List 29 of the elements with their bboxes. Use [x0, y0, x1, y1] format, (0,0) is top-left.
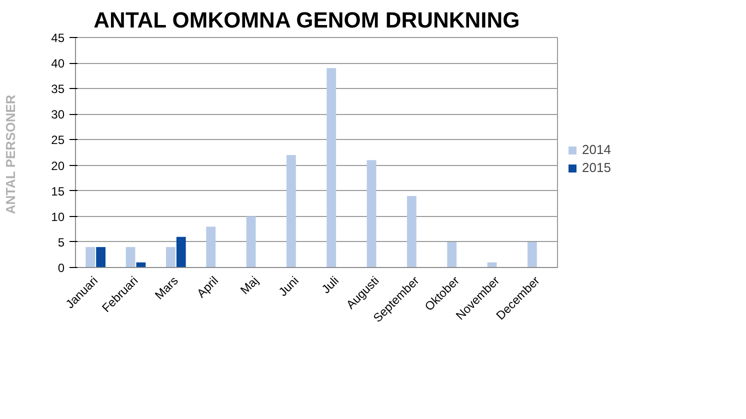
y-tick-label: 10 [51, 210, 65, 224]
bar [206, 226, 216, 268]
legend-label: 2014 [582, 142, 611, 157]
bar [126, 247, 136, 268]
y-tick-label: 45 [51, 31, 65, 45]
bar [406, 196, 416, 268]
bar [166, 247, 176, 268]
chart-title: ANTAL OMKOMNA GENOM DRUNKNING [94, 8, 520, 32]
bar [366, 160, 376, 268]
y-tick-label: 30 [51, 108, 65, 122]
y-tick-label: 25 [51, 133, 65, 148]
y-tick-label: 20 [51, 158, 65, 173]
y-axis-title: ANTAL PERSONER [3, 94, 18, 214]
y-tick-label: 35 [51, 82, 65, 96]
bar [246, 216, 256, 268]
bar [96, 247, 106, 268]
bar [527, 242, 537, 268]
y-tick-label: 15 [51, 184, 65, 198]
bar [286, 155, 296, 268]
bar [86, 247, 96, 268]
bar [326, 68, 336, 268]
x-tick-label: Juli [318, 274, 342, 296]
bar [447, 242, 457, 268]
x-tick-label: Maj [238, 274, 262, 298]
y-tick-label: 0 [58, 261, 65, 275]
legend-label: 2015 [582, 160, 611, 175]
bar [176, 236, 186, 268]
y-tick-label: 40 [51, 56, 65, 71]
y-tick-label: 5 [58, 235, 65, 250]
